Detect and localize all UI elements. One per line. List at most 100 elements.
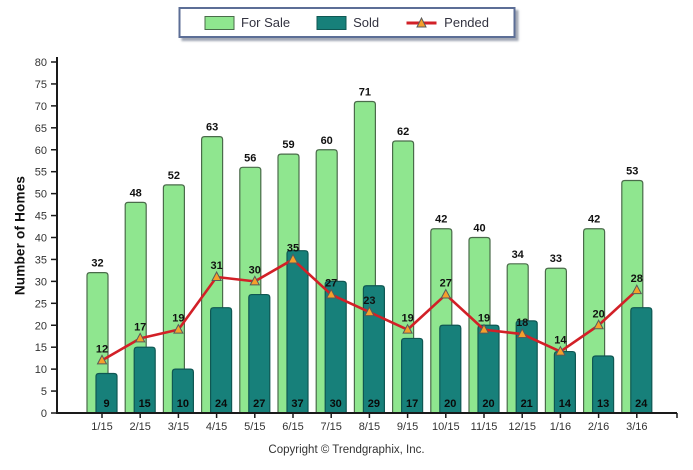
pended-marker bbox=[211, 270, 222, 281]
y-axis-tick-label: 55 bbox=[35, 167, 47, 179]
y-axis-tick-label: 5 bbox=[41, 386, 47, 398]
y-axis-tick-label: 0 bbox=[41, 408, 47, 420]
x-axis-tick-label: 1/16 bbox=[550, 421, 571, 433]
for-sale-value-label: 42 bbox=[588, 214, 600, 226]
pended-value-label: 27 bbox=[440, 278, 452, 290]
sold-value-label: 21 bbox=[521, 398, 533, 410]
sold-value-label: 20 bbox=[482, 398, 494, 410]
sold-bar bbox=[248, 293, 271, 414]
x-axis-tick-label: 6/15 bbox=[282, 421, 303, 433]
sold-bar bbox=[210, 307, 233, 414]
sold-bar bbox=[401, 337, 424, 414]
for-sale-value-label: 33 bbox=[550, 253, 562, 265]
sold-bar bbox=[630, 307, 653, 414]
x-axis-tick-label: 11/15 bbox=[471, 421, 498, 433]
x-axis-tick-label: 3/15 bbox=[168, 421, 189, 433]
y-axis-tick-label: 15 bbox=[35, 342, 47, 354]
pended-marker bbox=[173, 323, 184, 334]
sold-bar bbox=[592, 355, 615, 414]
for-sale-value-label: 40 bbox=[473, 223, 485, 235]
x-axis-tick-label: 9/15 bbox=[397, 421, 418, 433]
sold-bar bbox=[515, 320, 538, 414]
pended-marker bbox=[364, 306, 375, 317]
legend-item-for-sale: For Sale bbox=[204, 15, 290, 30]
pended-marker bbox=[402, 323, 413, 334]
x-axis-tick-label: 5/15 bbox=[244, 421, 265, 433]
sold-value-label: 20 bbox=[444, 398, 456, 410]
y-axis-tick-label: 60 bbox=[35, 145, 47, 157]
pended-marker bbox=[249, 275, 261, 286]
legend-label-for-sale: For Sale bbox=[241, 15, 291, 30]
legend-item-pended: Pended bbox=[405, 15, 489, 30]
for-sale-value-label: 34 bbox=[512, 249, 525, 261]
sold-bar bbox=[133, 346, 156, 414]
x-axis-tick-label: 4/15 bbox=[206, 421, 227, 433]
pended-line-marker-icon bbox=[405, 16, 437, 29]
sold-bar bbox=[439, 324, 462, 414]
y-axis-tick-label: 70 bbox=[35, 101, 47, 113]
pended-value-label: 19 bbox=[401, 313, 413, 325]
pended-marker bbox=[325, 288, 337, 299]
for-sale-swatch-icon bbox=[204, 15, 234, 30]
sold-value-label: 17 bbox=[406, 398, 418, 410]
y-axis-tick-label: 50 bbox=[35, 189, 47, 201]
chart-legend: For Sale Sold Pended bbox=[178, 7, 515, 38]
sold-value-label: 27 bbox=[253, 398, 265, 410]
pended-value-label: 18 bbox=[516, 317, 528, 329]
sold-bar bbox=[477, 324, 500, 414]
sold-bar bbox=[95, 372, 118, 414]
for-sale-value-label: 63 bbox=[206, 122, 218, 134]
pended-marker bbox=[96, 354, 108, 365]
legend-label-pended: Pended bbox=[444, 15, 489, 30]
pended-marker bbox=[287, 253, 299, 264]
for-sale-value-label: 53 bbox=[626, 165, 638, 177]
for-sale-value-label: 71 bbox=[359, 86, 371, 98]
sold-bar bbox=[553, 350, 576, 414]
y-axis-tick-label: 20 bbox=[35, 320, 47, 332]
y-axis-tick-label: 25 bbox=[35, 298, 47, 310]
y-axis-tick-label: 65 bbox=[35, 123, 47, 135]
pended-value-label: 14 bbox=[554, 335, 567, 347]
pended-marker bbox=[516, 327, 528, 339]
sold-value-label: 14 bbox=[559, 398, 572, 410]
sold-bar bbox=[171, 368, 194, 414]
sold-value-label: 15 bbox=[139, 398, 151, 410]
for-sale-value-label: 59 bbox=[282, 139, 294, 151]
sold-value-label: 37 bbox=[291, 398, 303, 410]
pended-value-label: 31 bbox=[210, 260, 222, 272]
pended-value-label: 28 bbox=[631, 273, 643, 285]
x-axis-tick-label: 12/15 bbox=[508, 421, 536, 433]
for-sale-value-label: 42 bbox=[435, 214, 447, 226]
pended-value-label: 23 bbox=[363, 295, 375, 307]
sold-value-label: 30 bbox=[330, 398, 342, 410]
for-sale-value-label: 32 bbox=[91, 258, 103, 270]
y-axis-tick-label: 40 bbox=[35, 233, 47, 245]
for-sale-value-label: 48 bbox=[130, 187, 142, 199]
pended-value-label: 17 bbox=[134, 321, 146, 333]
sold-value-label: 24 bbox=[635, 398, 648, 410]
pended-value-label: 27 bbox=[325, 278, 337, 290]
legend-label-sold: Sold bbox=[353, 15, 380, 30]
pended-marker bbox=[631, 284, 643, 295]
y-axis-tick-label: 45 bbox=[35, 211, 47, 223]
x-axis-tick-label: 2/15 bbox=[129, 421, 150, 433]
y-axis-title: Number of Homes bbox=[12, 175, 28, 296]
sold-value-label: 24 bbox=[215, 398, 228, 410]
pended-marker bbox=[478, 323, 490, 334]
sold-bar bbox=[324, 280, 347, 414]
pended-value-label: 35 bbox=[287, 242, 299, 254]
sold-value-label: 10 bbox=[177, 398, 189, 410]
x-axis-tick-label: 2/16 bbox=[588, 421, 609, 433]
y-axis-tick-label: 10 bbox=[35, 364, 47, 376]
sold-value-label: 9 bbox=[103, 398, 109, 410]
sold-bar bbox=[286, 250, 309, 414]
x-axis-tick-label: 8/15 bbox=[359, 421, 380, 433]
x-axis-tick-label: 3/16 bbox=[626, 421, 647, 433]
for-sale-bar bbox=[162, 184, 185, 414]
pended-value-label: 20 bbox=[592, 308, 604, 320]
pended-value-label: 19 bbox=[172, 313, 184, 325]
for-sale-value-label: 52 bbox=[168, 170, 180, 182]
x-axis-tick-label: 7/15 bbox=[320, 421, 341, 433]
